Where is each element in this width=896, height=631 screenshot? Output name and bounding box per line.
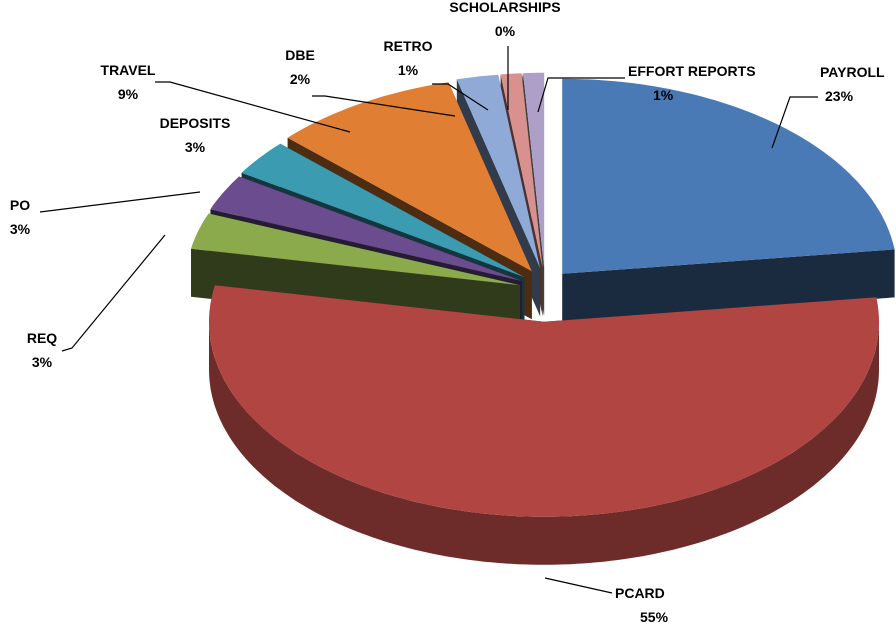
slice-side-wall <box>209 321 879 565</box>
data-label: DEPOSITS 3% <box>160 115 231 155</box>
value-label: 2% <box>290 71 311 87</box>
slice-top <box>287 82 532 272</box>
data-label: PAYROLL 23% <box>820 64 885 104</box>
category-label: DEPOSITS <box>160 115 231 131</box>
pie-slice <box>562 78 895 322</box>
leader-line <box>39 191 201 213</box>
slice-top <box>523 72 545 268</box>
leader-line <box>155 81 351 133</box>
leader-line <box>61 234 166 352</box>
leader-line <box>771 96 818 149</box>
value-label: 3% <box>185 139 206 155</box>
slice-top <box>209 285 879 517</box>
leader-line <box>537 77 625 113</box>
data-label: PCARD 55% <box>615 585 669 625</box>
data-label: PO 3% <box>10 197 31 237</box>
category-label: PO <box>10 197 30 213</box>
leader-line <box>312 95 456 117</box>
data-label: DBE 2% <box>285 47 315 87</box>
leader-line <box>432 83 489 111</box>
value-label: 1% <box>653 87 674 103</box>
category-label: TRAVEL <box>101 62 156 78</box>
slice-top <box>191 213 520 286</box>
category-label: EFFORT REPORTS <box>628 63 756 79</box>
category-label: PAYROLL <box>820 64 885 80</box>
pie-slice <box>209 285 879 565</box>
category-label: RETRO <box>384 38 433 54</box>
leader-line <box>544 577 613 594</box>
value-label: 3% <box>32 354 53 370</box>
category-label: PCARD <box>615 585 665 601</box>
data-label: REQ 3% <box>27 330 57 370</box>
slice-top <box>500 73 543 268</box>
category-label: REQ <box>27 330 57 346</box>
data-label: EFFORT REPORTS 1% <box>628 63 756 103</box>
slice-top <box>562 78 895 274</box>
data-label: TRAVEL 9% <box>101 62 156 102</box>
value-label: 9% <box>118 86 139 102</box>
slice-cut-wall <box>562 249 895 322</box>
value-label: 1% <box>398 62 419 78</box>
slice-top <box>241 143 525 278</box>
value-label: 55% <box>640 609 669 625</box>
category-label: SCHOLARSHIPS <box>449 0 560 15</box>
value-label: 23% <box>825 88 854 104</box>
slice-top <box>210 176 522 281</box>
data-label: SCHOLARSHIPS 0% <box>449 0 560 39</box>
value-label: 0% <box>495 23 516 39</box>
value-label: 3% <box>10 221 31 237</box>
slice-top <box>456 74 541 269</box>
data-label: RETRO 1% <box>384 38 433 78</box>
category-label: DBE <box>285 47 315 63</box>
